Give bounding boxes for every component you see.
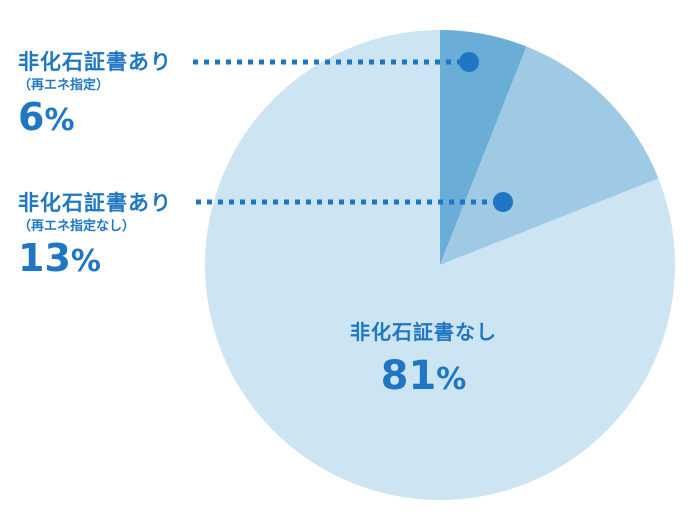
- callout-non-renewable-sublabel: （再エネ指定なし）: [18, 219, 136, 234]
- slice-label-none-value: 81: [380, 353, 437, 399]
- slice-label-none-percent: 81%: [336, 356, 511, 396]
- callout-non-renewable-label: 非化石証書あり: [18, 191, 172, 215]
- callout-renewable-unit: %: [44, 103, 75, 138]
- leader-non-renewable-dot: [493, 192, 513, 212]
- pie-slice-non-renewable: [440, 46, 659, 265]
- leader-lines: [193, 52, 513, 212]
- leader-renewable: [193, 52, 479, 72]
- leader-non-renewable: [196, 192, 513, 212]
- callout-non-renewable-percent: 13%: [18, 239, 172, 277]
- callout-renewable-value: 6: [18, 95, 45, 139]
- slice-label-none-name: 非化石証書なし: [350, 320, 497, 344]
- callout-non-renewable-unit: %: [70, 244, 101, 279]
- callout-renewable-label: 非化石証書あり: [18, 50, 172, 74]
- slice-label-none: 非化石証書なし 81%: [336, 322, 511, 396]
- callout-renewable-percent: 6%: [18, 98, 172, 136]
- callout-non-renewable-value: 13: [18, 236, 71, 280]
- pie-slices: [204, 30, 676, 500]
- callout-non-renewable: 非化石証書あり （再エネ指定なし） 13%: [18, 191, 172, 278]
- pie-slice-renewable: [440, 30, 527, 265]
- callout-renewable: 非化石証書あり （再エネ指定） 6%: [18, 50, 172, 137]
- slice-label-none-unit: %: [436, 362, 467, 397]
- leader-renewable-dot: [459, 52, 479, 72]
- pie-slice-none: [204, 30, 676, 500]
- callout-renewable-sublabel: （再エネ指定）: [18, 78, 110, 93]
